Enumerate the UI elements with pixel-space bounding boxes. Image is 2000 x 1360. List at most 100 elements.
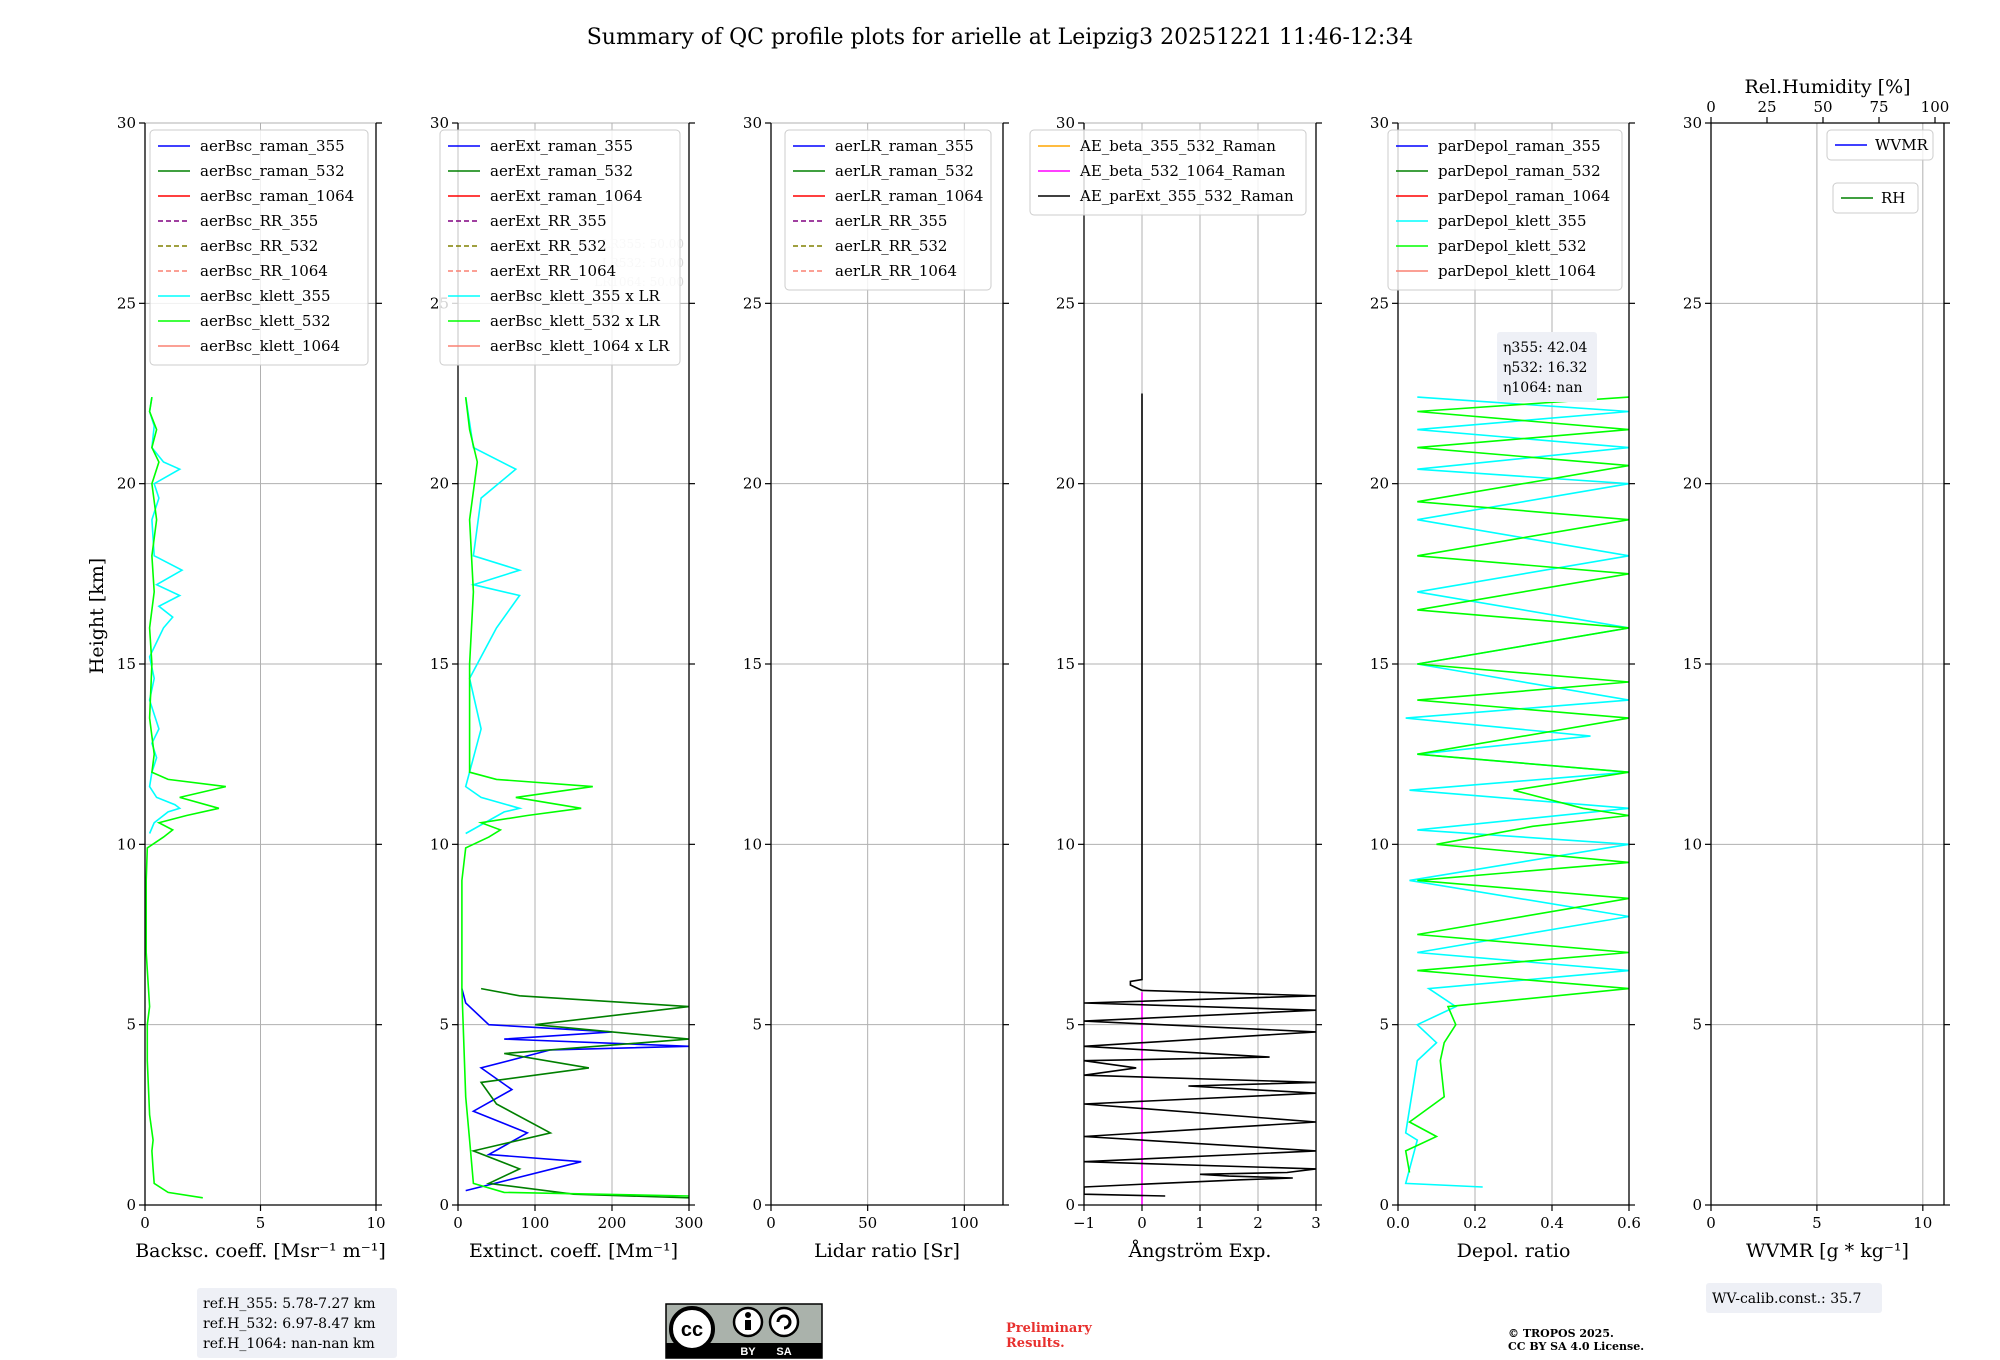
y-tick-label: 5	[1379, 1016, 1389, 1034]
legend-box	[784, 129, 992, 291]
series-line-aerBsc_klett_532 x LR	[461, 397, 689, 1197]
x-axis-label: Ångström Exp.	[1128, 1240, 1272, 1262]
y-tick-label: 0	[126, 1196, 136, 1214]
cc-sa-label: SA	[776, 1346, 791, 1358]
legend-label: aerLR_RR_355	[835, 212, 947, 230]
y-tick-label: 15	[743, 655, 762, 673]
top-axis-label: Rel.Humidity [%]	[1744, 76, 1910, 98]
panel-backscatter: 0 5 10 0 5 10 15 20 25 30 Backsc. coeff. [Msr⁻¹ m⁻…	[117, 114, 397, 1358]
legend-label: aerBsc_klett_355	[200, 287, 331, 305]
panel-lidar_ratio: 0 50 100 0 5 10 15 20 25 30 Lidar ratio [Sr] aerLR_…	[743, 114, 1009, 1262]
top-tick-label: 100	[1921, 98, 1950, 116]
x-tick-label: 0.2	[1463, 1214, 1487, 1232]
preliminary-results-label: Results.	[1006, 1336, 1065, 1351]
top-tick-label: 25	[1757, 98, 1776, 116]
y-tick-label: 0	[1692, 1196, 1702, 1214]
x-tick-label: 1	[1195, 1214, 1205, 1232]
y-tick-label: 0	[752, 1196, 762, 1214]
y-tick-label: 25	[1370, 294, 1389, 312]
annotation-text: WV-calib.const.: 35.7	[1712, 1291, 1861, 1307]
series-line-parDepol_klett_532	[1404, 396, 1629, 1173]
y-tick-label: 0	[439, 1196, 449, 1214]
y-tick-label: 15	[430, 655, 449, 673]
legend-box	[1029, 129, 1307, 216]
y-tick-label: 15	[1370, 655, 1389, 673]
y-tick-label: 5	[752, 1016, 762, 1034]
y-tick-label: 5	[439, 1016, 449, 1034]
x-tick-label: 300	[675, 1214, 704, 1232]
y-tick-label: 15	[117, 655, 136, 673]
cc-logo-text: cc	[681, 1319, 703, 1341]
legend-label: aerBsc_RR_532	[200, 237, 318, 255]
legend-label: RH	[1881, 189, 1905, 207]
y-tick-label: 20	[430, 475, 449, 493]
y-tick-label: 5	[126, 1016, 136, 1034]
legend-label: parDepol_raman_355	[1438, 137, 1601, 155]
annotation-box	[197, 1288, 397, 1358]
legend-box	[1387, 129, 1623, 291]
y-tick-label: 30	[1370, 114, 1389, 132]
series-line-aerExt_raman_355	[461, 988, 689, 1192]
preliminary-label: Preliminary	[1006, 1321, 1092, 1336]
legend-depolarization: parDepol_raman_355 parDepol_raman_532 parD…	[1387, 129, 1623, 291]
legend-label: aerExt_raman_532	[490, 162, 633, 180]
legend-label: aerBsc_RR_1064	[200, 262, 328, 280]
legend-label: aerExt_RR_355	[490, 212, 607, 230]
series-line-parDepol_klett_355	[1404, 396, 1629, 1188]
legend-label: aerExt_raman_355	[490, 137, 633, 155]
y-tick-label: 20	[117, 475, 136, 493]
share-alike-icon	[768, 1306, 800, 1338]
legend-label: AE_parExt_355_532_Raman	[1079, 187, 1294, 205]
legend-label: AE_beta_355_532_Raman	[1079, 137, 1276, 155]
legend-label: aerLR_raman_1064	[835, 187, 983, 205]
cc-license-badge: cc BY SA	[665, 1303, 823, 1359]
legend-label: aerBsc_klett_1064 x LR	[490, 337, 670, 355]
x-tick-label: 5	[256, 1214, 266, 1232]
legend-label: aerBsc_klett_532 x LR	[490, 312, 661, 330]
y-tick-label: 30	[430, 114, 449, 132]
annotation-text: η355: 42.04	[1503, 340, 1587, 356]
legend-water_vapor: WVMR RH	[1826, 129, 1934, 214]
series-line-aerBsc_klett_355	[148, 396, 184, 834]
x-tick-label: −1	[1073, 1214, 1095, 1232]
legend-label: parDepol_klett_355	[1438, 212, 1587, 230]
panel-extinction: 0100200300051015202530LR355: 50.00LR532:…	[430, 114, 703, 1262]
y-tick-label: 5	[1692, 1016, 1702, 1034]
y-tick-label: 10	[743, 835, 762, 853]
legend-label: aerBsc_raman_355	[200, 137, 345, 155]
figure-title: Summary of QC profile plots for arielle …	[587, 25, 1414, 50]
legend-label: AE_beta_532_1064_Raman	[1079, 162, 1286, 180]
annotation-text: η532: 16.32	[1503, 360, 1587, 376]
legend-box	[1826, 129, 1934, 161]
legend-label: aerLR_RR_532	[835, 237, 947, 255]
legend-angstrom: AE_beta_355_532_Raman AE_beta_532_1064_Ra…	[1029, 129, 1307, 216]
legend-extinction: aerExt_raman_355 aerExt_raman_532 aerExt_r…	[439, 129, 681, 366]
x-tick-label: 0	[766, 1214, 776, 1232]
legend-label: aerLR_raman_532	[835, 162, 974, 180]
series-line-aerBsc_klett_532	[145, 396, 226, 1199]
annotation-box	[1706, 1283, 1882, 1313]
x-tick-label: 0	[140, 1214, 150, 1232]
y-tick-label: 10	[430, 835, 449, 853]
y-tick-label: 25	[1683, 294, 1702, 312]
y-tick-label: 10	[117, 835, 136, 853]
y-tick-label: 15	[1683, 655, 1702, 673]
legend-label: aerExt_raman_1064	[490, 187, 643, 205]
x-tick-label: 5	[1812, 1214, 1822, 1232]
x-tick-label: 10	[366, 1214, 385, 1232]
top-tick-label: 75	[1869, 98, 1888, 116]
x-tick-label: 10	[1913, 1214, 1932, 1232]
x-axis-label: Depol. ratio	[1457, 1240, 1571, 1262]
y-tick-label: 30	[117, 114, 136, 132]
legend-label: aerExt_RR_532	[490, 237, 607, 255]
y-tick-label: 0	[1379, 1196, 1389, 1214]
annotation-text: ref.H_1064: nan-nan km	[203, 1336, 375, 1352]
series-line-aerBsc_klett_355 x LR	[464, 396, 523, 835]
legend-label: aerBsc_raman_1064	[200, 187, 354, 205]
annotation-text: ref.H_532: 6.97-8.47 km	[203, 1316, 376, 1332]
y-tick-label: 25	[1056, 294, 1075, 312]
series-line-AE_parExt_355_532_Raman	[1084, 393, 1316, 1197]
legend-box	[1832, 182, 1919, 214]
y-tick-label: 25	[117, 294, 136, 312]
